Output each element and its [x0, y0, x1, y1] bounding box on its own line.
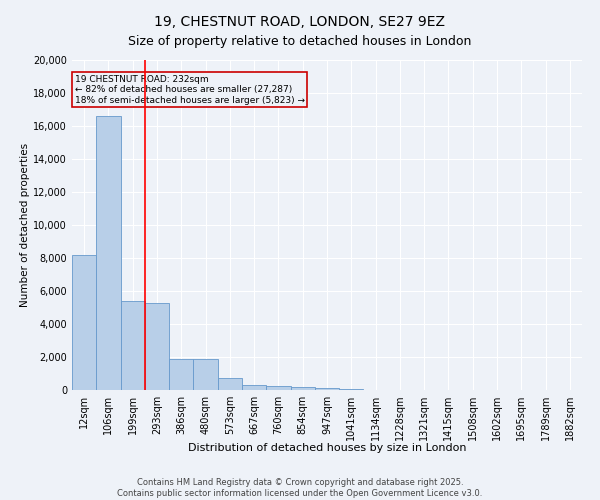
Bar: [339, 388, 364, 390]
Text: 19, CHESTNUT ROAD, LONDON, SE27 9EZ: 19, CHESTNUT ROAD, LONDON, SE27 9EZ: [155, 15, 445, 29]
Bar: [242, 384, 266, 390]
Bar: [72, 254, 96, 390]
Text: Contains HM Land Registry data © Crown copyright and database right 2025.
Contai: Contains HM Land Registry data © Crown c…: [118, 478, 482, 498]
Text: Size of property relative to detached houses in London: Size of property relative to detached ho…: [128, 35, 472, 48]
Bar: [315, 388, 339, 390]
Text: 19 CHESTNUT ROAD: 232sqm
← 82% of detached houses are smaller (27,287)
18% of se: 19 CHESTNUT ROAD: 232sqm ← 82% of detach…: [74, 75, 305, 104]
Bar: [121, 301, 145, 390]
X-axis label: Distribution of detached houses by size in London: Distribution of detached houses by size …: [188, 443, 466, 453]
Bar: [193, 360, 218, 390]
Bar: [218, 378, 242, 390]
Bar: [169, 360, 193, 390]
Bar: [266, 386, 290, 390]
Bar: [290, 387, 315, 390]
Bar: [96, 116, 121, 390]
Y-axis label: Number of detached properties: Number of detached properties: [20, 143, 31, 307]
Bar: [145, 302, 169, 390]
